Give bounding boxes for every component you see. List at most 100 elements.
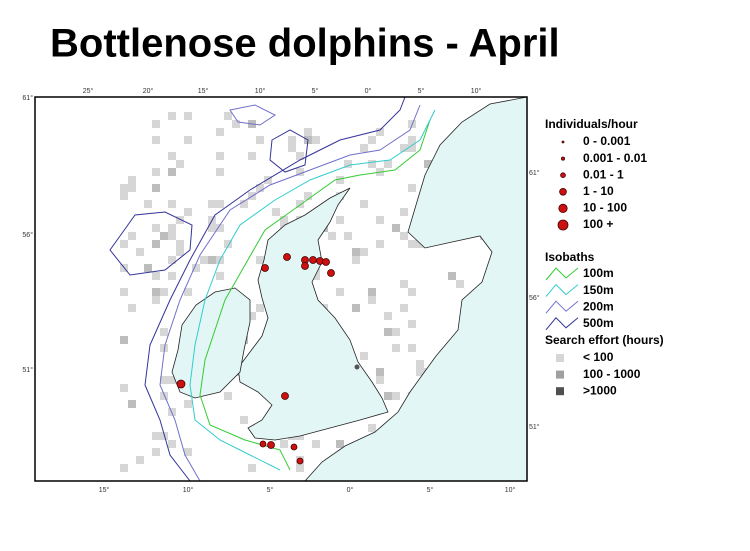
effort-cell bbox=[256, 304, 264, 312]
effort-cell bbox=[280, 216, 288, 224]
effort-cell bbox=[216, 152, 224, 160]
legend-label: 500m bbox=[583, 316, 614, 330]
effort-cell bbox=[160, 288, 168, 296]
effort-cell bbox=[216, 272, 224, 280]
effort-cell bbox=[336, 176, 344, 184]
effort-cell bbox=[216, 200, 224, 208]
effort-cell bbox=[168, 440, 176, 448]
effort-cell bbox=[424, 160, 432, 168]
effort-cell bbox=[400, 208, 408, 216]
left-label: 56° bbox=[22, 231, 33, 239]
effort-cell bbox=[360, 144, 368, 152]
map-frame bbox=[34, 96, 528, 482]
sighting bbox=[261, 264, 269, 272]
effort-cell bbox=[160, 376, 168, 384]
effort-cell bbox=[400, 304, 408, 312]
effort-cell bbox=[392, 224, 400, 232]
bottom-label: 5° bbox=[267, 486, 274, 494]
effort-cell bbox=[408, 144, 416, 152]
isobath-faroe bbox=[269, 129, 309, 173]
legend-symbol bbox=[561, 140, 565, 144]
effort-cell bbox=[232, 120, 240, 128]
effort-cell bbox=[208, 256, 216, 264]
legend-symbol bbox=[558, 203, 568, 213]
legend: Individuals/hour Isobaths Search effort … bbox=[545, 117, 664, 397]
effort-cell bbox=[336, 440, 344, 448]
effort-cell bbox=[296, 152, 304, 160]
effort-cell bbox=[312, 272, 320, 280]
effort-cell bbox=[256, 136, 264, 144]
effort-cell bbox=[304, 192, 312, 200]
effort-cell bbox=[256, 184, 264, 192]
effort-cell bbox=[160, 432, 168, 440]
effort-cell bbox=[248, 312, 256, 320]
effort-cell bbox=[448, 272, 456, 280]
effort-cell bbox=[184, 136, 192, 144]
effort-cell bbox=[208, 224, 216, 232]
effort-cell bbox=[344, 232, 352, 240]
effort-cell bbox=[128, 400, 136, 408]
effort-cell bbox=[416, 360, 424, 368]
right-label: 56° bbox=[529, 294, 540, 302]
effort-cell bbox=[408, 288, 416, 296]
effort-cell bbox=[120, 288, 128, 296]
effort-cell bbox=[152, 120, 160, 128]
effort-cell bbox=[376, 240, 384, 248]
effort-cell bbox=[160, 392, 168, 400]
top-label: 5° bbox=[418, 87, 425, 95]
effort-cell bbox=[336, 216, 344, 224]
effort-cell bbox=[216, 224, 224, 232]
isobath-rockall bbox=[109, 211, 193, 276]
effort-cell bbox=[384, 160, 392, 168]
effort-cell bbox=[168, 200, 176, 208]
effort-cell bbox=[408, 344, 416, 352]
legend-symbol bbox=[557, 219, 569, 231]
effort-high-cell bbox=[354, 364, 360, 370]
sighting bbox=[290, 443, 298, 451]
sighting bbox=[281, 392, 289, 400]
effort-cell bbox=[184, 448, 192, 456]
effort-cell bbox=[248, 152, 256, 160]
effort-cell bbox=[152, 136, 160, 144]
effort-cell bbox=[400, 232, 408, 240]
effort-cell bbox=[376, 128, 384, 136]
legend-label: 150m bbox=[583, 283, 614, 297]
legend-label: 10 - 100 bbox=[583, 201, 627, 215]
effort-cell bbox=[152, 296, 160, 304]
effort-cell bbox=[160, 344, 168, 352]
effort-cell bbox=[168, 152, 176, 160]
effort-cell bbox=[176, 240, 184, 248]
top-label: 5° bbox=[312, 87, 319, 95]
bottom-label: 10° bbox=[505, 486, 516, 494]
effort-cell bbox=[352, 256, 360, 264]
isobath-100m bbox=[199, 119, 431, 471]
effort-cell bbox=[152, 240, 160, 248]
legend-symbol bbox=[545, 267, 579, 281]
effort-cell bbox=[168, 272, 176, 280]
effort-cell bbox=[128, 184, 136, 192]
sighting bbox=[176, 379, 186, 389]
sighting bbox=[322, 258, 330, 266]
effort-cell bbox=[416, 368, 424, 376]
effort-cell bbox=[128, 176, 136, 184]
effort-cell bbox=[408, 136, 416, 144]
effort-cell bbox=[384, 392, 392, 400]
effort-cell bbox=[184, 400, 192, 408]
effort-cell bbox=[152, 184, 160, 192]
effort-cell bbox=[288, 144, 296, 152]
effort-cell bbox=[168, 232, 176, 240]
sighting bbox=[309, 256, 317, 264]
effort-cell bbox=[328, 232, 336, 240]
title: Bottlenose dolphins - April bbox=[50, 22, 560, 66]
left-label: 61° bbox=[22, 94, 33, 102]
land-great-britain bbox=[237, 187, 389, 441]
land-continent bbox=[304, 96, 528, 482]
effort-cell bbox=[392, 344, 400, 352]
effort-cell bbox=[240, 200, 248, 208]
effort-cell bbox=[368, 288, 376, 296]
right-label: 51° bbox=[529, 423, 540, 431]
legend-title: Search effort (hours) bbox=[545, 333, 664, 347]
legend-symbol bbox=[560, 172, 566, 179]
effort-cell bbox=[136, 248, 144, 256]
